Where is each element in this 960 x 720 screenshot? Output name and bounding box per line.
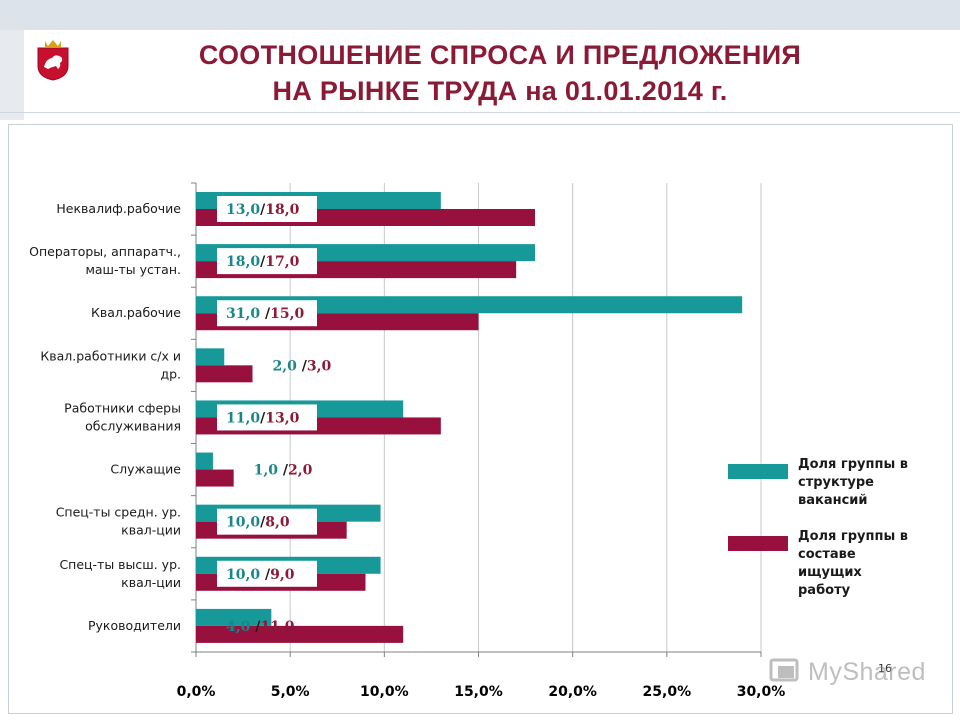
seeker-bar-9 — [196, 625, 404, 643]
data-label-separator-3: / — [265, 306, 271, 322]
category-label-2-line-2: маш-ты устан. — [85, 262, 181, 277]
legend-label-line: составе — [798, 547, 856, 562]
x-tick-label-4: 20,0% — [548, 684, 597, 700]
data-label-separator-7: / — [260, 515, 266, 531]
data-label-seekers-8: 9,0 — [270, 567, 295, 583]
data-label-separator-1: / — [260, 202, 266, 218]
category-label-8-line-1: Спец-ты высш. ур. — [59, 557, 181, 572]
slide-title: СООТНОШЕНИЕ СПРОСА И ПРЕДЛОЖЕНИЯ НА РЫНК… — [120, 37, 880, 109]
data-label-9: 4,0 /11,0 — [226, 619, 295, 635]
slide-title-line-1: СООТНОШЕНИЕ СПРОСА И ПРЕДЛОЖЕНИЯ — [198, 40, 802, 70]
data-label-separator-2: / — [260, 254, 266, 270]
page-number: 16 — [878, 662, 892, 675]
data-label-2: 18,0/17,0 — [226, 254, 300, 270]
data-label-seekers-2: 17,0 — [265, 254, 299, 270]
category-label-2-line-1: Операторы, аппаратч., — [29, 244, 181, 259]
data-label-vacancies-1: 13,0 — [226, 202, 260, 218]
data-label-vacancies-3: 31,0 — [226, 306, 265, 322]
data-label-5: 11,0/13,0 — [226, 410, 300, 426]
data-label-seekers-6: 2,0 — [288, 463, 313, 479]
legend-label-2: Доля группы в составе ищущих работу — [798, 528, 948, 600]
category-label-7-line-1: Спец-ты средн. ур. — [56, 505, 181, 520]
data-label-seekers-5: 13,0 — [265, 410, 299, 426]
seeker-bar-6 — [196, 469, 234, 487]
data-label-vacancies-2: 18,0 — [226, 254, 260, 270]
data-label-separator-4: / — [302, 358, 308, 374]
watermark-logo-icon — [769, 658, 799, 682]
data-label-vacancies-4: 2,0 — [273, 358, 302, 374]
data-label-8: 10,0 /9,0 — [226, 567, 295, 583]
category-label-1-line-1: Неквалиф.рабочие — [56, 201, 181, 216]
data-label-vacancies-5: 11,0 — [226, 410, 260, 426]
data-label-box-3 — [217, 300, 317, 327]
category-label-7-line-2: квал-ции — [121, 523, 181, 538]
x-tick-label-0: 0,0% — [177, 684, 216, 700]
legend-label-line: работу — [798, 583, 851, 598]
header-divider — [0, 112, 960, 113]
header-side-band — [0, 30, 24, 120]
header-band — [0, 0, 960, 30]
category-label-5-line-1: Работники сферы — [64, 400, 181, 415]
x-tick-label-2: 10,0% — [360, 684, 409, 700]
vacancy-bar-4 — [196, 348, 225, 366]
data-label-4: 2,0 /3,0 — [273, 358, 332, 374]
data-label-vacancies-9: 4,0 — [226, 619, 255, 635]
category-label-4-line-2: др. — [160, 366, 181, 381]
data-label-seekers-7: 8,0 — [265, 515, 290, 531]
data-label-6: 1,0 /2,0 — [254, 463, 313, 479]
legend-swatch-2 — [728, 536, 788, 551]
slide-title-line-2: НА РЫНКЕ ТРУДА на 01.01.2014 г. — [272, 76, 728, 106]
data-label-separator-8: / — [265, 567, 271, 583]
x-tick-label-1: 5,0% — [271, 684, 310, 700]
data-label-box-5 — [217, 404, 317, 431]
legend-label-line: ищущих — [798, 565, 862, 580]
category-label-3-line-1: Квал.рабочие — [91, 305, 181, 320]
data-label-box-1 — [217, 196, 317, 222]
data-label-7: 10,0/8,0 — [226, 515, 290, 531]
data-label-3: 31,0 /15,0 — [226, 306, 304, 322]
data-label-1: 13,0/18,0 — [226, 202, 300, 218]
data-label-separator-5: / — [260, 410, 266, 426]
data-label-seekers-1: 18,0 — [265, 202, 299, 218]
category-label-9-line-1: Руководители — [88, 618, 181, 633]
data-label-vacancies-7: 10,0 — [226, 515, 260, 531]
watermark: MyShared — [768, 654, 938, 694]
vacancy-bar-6 — [196, 452, 213, 470]
category-label-8-line-2: квал-ции — [121, 575, 181, 590]
data-label-box-2 — [217, 248, 317, 275]
data-label-seekers-3: 15,0 — [270, 306, 304, 322]
x-tick-label-5: 25,0% — [643, 684, 692, 700]
legend-label-1: Доля группы в структуре вакансий — [798, 456, 948, 510]
legend-swatch-1 — [728, 464, 788, 479]
data-label-separator-6: / — [283, 463, 289, 479]
x-tick-label-3: 15,0% — [454, 684, 503, 700]
data-label-vacancies-8: 10,0 — [226, 567, 265, 583]
watermark-text: MyShared — [808, 658, 926, 686]
seeker-bar-4 — [196, 365, 253, 383]
x-tick-label-6: 30,0% — [737, 684, 786, 700]
category-label-5-line-2: обслуживания — [85, 418, 181, 433]
perm-coat-of-arms-icon — [37, 40, 69, 81]
data-label-separator-9: / — [255, 619, 261, 635]
data-label-seekers-4: 3,0 — [307, 358, 332, 374]
legend-label-line: структуре — [798, 475, 874, 490]
data-label-vacancies-6: 1,0 — [254, 463, 283, 479]
data-label-seekers-9: 11,0 — [260, 619, 294, 635]
data-label-box-8 — [217, 560, 317, 587]
legend-label-line: вакансий — [798, 493, 868, 508]
category-label-4-line-1: Квал.работники с/х и — [40, 348, 181, 363]
legend-label-line: Доля группы в — [798, 529, 908, 544]
vacancy-bar-9 — [196, 608, 272, 626]
category-label-6-line-1: Служащие — [110, 462, 181, 477]
legend-label-line: Доля группы в — [798, 457, 908, 472]
data-label-box-7 — [217, 508, 317, 535]
vacancy-bar-3 — [196, 296, 743, 314]
